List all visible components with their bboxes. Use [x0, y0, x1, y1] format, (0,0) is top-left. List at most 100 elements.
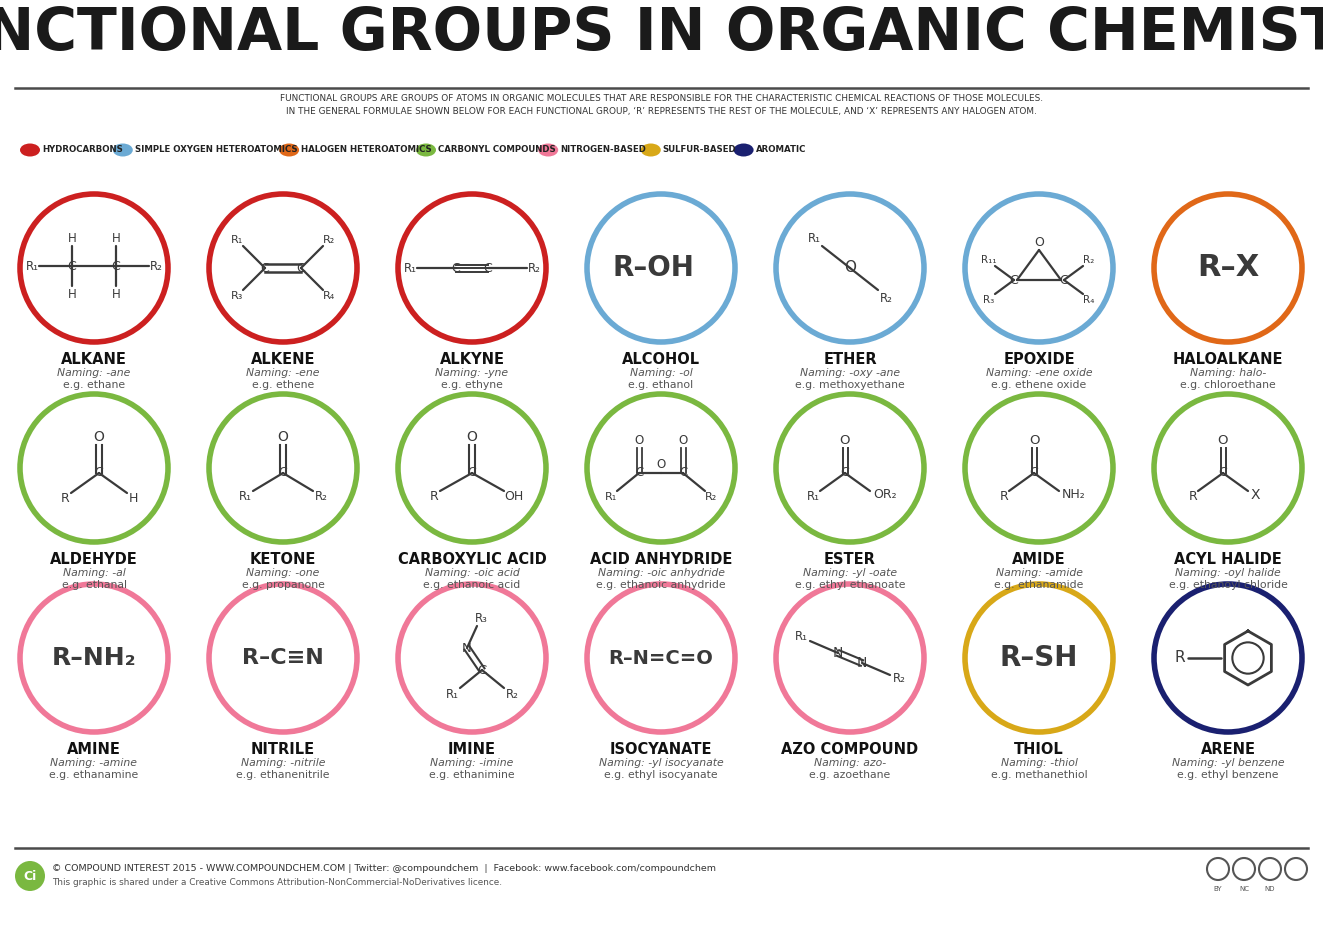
Text: O: O	[844, 261, 856, 276]
Text: C: C	[111, 260, 120, 272]
Text: C: C	[279, 467, 287, 480]
Text: H: H	[128, 493, 138, 506]
Text: R₁: R₁	[404, 262, 417, 275]
Text: ESTER: ESTER	[824, 552, 876, 567]
Text: Naming: -one: Naming: -one	[246, 568, 320, 578]
Text: BY: BY	[1213, 886, 1222, 892]
Text: FUNCTIONAL GROUPS IN ORGANIC CHEMISTRY: FUNCTIONAL GROUPS IN ORGANIC CHEMISTRY	[0, 5, 1323, 62]
Text: O: O	[634, 434, 643, 447]
Text: AROMATIC: AROMATIC	[755, 146, 806, 154]
Text: C: C	[296, 262, 306, 275]
Text: H: H	[111, 232, 120, 244]
Text: NH₂: NH₂	[1062, 488, 1086, 501]
Text: H: H	[111, 287, 120, 300]
Text: N: N	[857, 656, 867, 670]
Text: H: H	[67, 287, 77, 300]
Text: e.g. methoxyethane: e.g. methoxyethane	[795, 380, 905, 390]
Text: ALDEHYDE: ALDEHYDE	[50, 552, 138, 567]
Text: R₁: R₁	[807, 232, 820, 244]
Text: AMIDE: AMIDE	[1012, 552, 1066, 567]
Text: C: C	[635, 467, 643, 480]
Text: Naming: -oyl halide: Naming: -oyl halide	[1175, 568, 1281, 578]
Text: NC: NC	[1240, 886, 1249, 892]
Text: THIOL: THIOL	[1015, 742, 1064, 757]
Text: Naming: -oic acid: Naming: -oic acid	[425, 568, 520, 578]
Text: R₂: R₂	[323, 235, 335, 245]
Text: C: C	[1060, 274, 1069, 286]
Text: e.g. ethane: e.g. ethane	[64, 380, 126, 390]
Text: This graphic is shared under a Creative Commons Attribution-NonCommercial-NoDeri: This graphic is shared under a Creative …	[52, 878, 501, 887]
Text: Naming: -amine: Naming: -amine	[50, 758, 138, 768]
Text: C: C	[261, 262, 270, 275]
Text: e.g. ethanol: e.g. ethanol	[628, 380, 693, 390]
Text: HALOALKANE: HALOALKANE	[1172, 352, 1283, 367]
Ellipse shape	[640, 143, 660, 156]
Text: Naming: -yne: Naming: -yne	[435, 368, 508, 378]
Text: FUNCTIONAL GROUPS ARE GROUPS OF ATOMS IN ORGANIC MOLECULES THAT ARE RESPONSIBLE : FUNCTIONAL GROUPS ARE GROUPS OF ATOMS IN…	[280, 94, 1043, 103]
Text: R₂: R₂	[315, 491, 327, 504]
Text: O: O	[679, 434, 688, 447]
Text: N: N	[462, 641, 472, 654]
Text: Naming: azo-: Naming: azo-	[814, 758, 886, 768]
Text: KETONE: KETONE	[250, 552, 316, 567]
Text: CARBONYL COMPOUNDS: CARBONYL COMPOUNDS	[438, 146, 556, 154]
Text: Naming: halo-: Naming: halo-	[1189, 368, 1266, 378]
Text: R₂: R₂	[149, 260, 163, 272]
Text: NITROGEN-BASED: NITROGEN-BASED	[560, 146, 646, 154]
Text: ALCOHOL: ALCOHOL	[622, 352, 700, 367]
Text: R–NH₂: R–NH₂	[52, 646, 136, 670]
Text: R₁: R₁	[446, 687, 459, 700]
Text: R₂: R₂	[705, 492, 717, 502]
Text: ND: ND	[1265, 886, 1275, 892]
Text: AZO COMPOUND: AZO COMPOUND	[782, 742, 918, 757]
Text: e.g. ethyl ethanoate: e.g. ethyl ethanoate	[795, 580, 905, 590]
Text: e.g. ethanenitrile: e.g. ethanenitrile	[237, 770, 329, 780]
Text: ALKENE: ALKENE	[251, 352, 315, 367]
Ellipse shape	[538, 143, 558, 156]
Text: e.g. ethanimine: e.g. ethanimine	[429, 770, 515, 780]
Text: ARENE: ARENE	[1200, 742, 1256, 757]
Text: R₄: R₄	[1084, 295, 1094, 305]
Text: R–OH: R–OH	[613, 254, 695, 282]
Text: R: R	[1175, 651, 1185, 666]
Text: Naming: -oic anhydride: Naming: -oic anhydride	[598, 568, 725, 578]
Text: SULFUR-BASED: SULFUR-BASED	[663, 146, 737, 154]
Text: Naming: -ene oxide: Naming: -ene oxide	[986, 368, 1093, 378]
Text: IMINE: IMINE	[448, 742, 496, 757]
Text: R₁: R₁	[238, 491, 251, 504]
Text: OR₂: OR₂	[873, 488, 897, 501]
Text: C: C	[840, 467, 849, 480]
Ellipse shape	[733, 143, 754, 156]
Ellipse shape	[112, 143, 132, 156]
Text: e.g. propanone: e.g. propanone	[242, 580, 324, 590]
Text: Naming: -yl -oate: Naming: -yl -oate	[803, 568, 897, 578]
Text: e.g. ethene: e.g. ethene	[251, 380, 314, 390]
Text: e.g. ethyl isocyanate: e.g. ethyl isocyanate	[605, 770, 718, 780]
Text: Naming: -ane: Naming: -ane	[57, 368, 131, 378]
Text: O: O	[1029, 434, 1040, 447]
Text: C: C	[478, 664, 487, 677]
Text: © COMPOUND INTEREST 2015 - WWW.COMPOUNDCHEM.COM | Twitter: @compoundchem  |  Fac: © COMPOUND INTEREST 2015 - WWW.COMPOUNDC…	[52, 864, 716, 873]
Text: C: C	[451, 262, 460, 275]
Text: e.g. ethanoyl chloride: e.g. ethanoyl chloride	[1168, 580, 1287, 590]
Circle shape	[15, 861, 45, 891]
Text: e.g. ethanoic anhydride: e.g. ethanoic anhydride	[597, 580, 726, 590]
Text: SIMPLE OXYGEN HETEROATOMICS: SIMPLE OXYGEN HETEROATOMICS	[135, 146, 298, 154]
Text: ISOCYANATE: ISOCYANATE	[610, 742, 712, 757]
Text: R₁: R₁	[232, 235, 243, 245]
Text: R₂: R₂	[1084, 255, 1094, 265]
Text: R: R	[430, 491, 438, 504]
Text: R₁: R₁	[25, 260, 38, 272]
Text: e.g. ethanamine: e.g. ethanamine	[49, 770, 139, 780]
Text: Ci: Ci	[24, 870, 37, 883]
Text: AMINE: AMINE	[67, 742, 120, 757]
Text: C: C	[95, 467, 103, 480]
Text: O: O	[656, 458, 665, 471]
Text: O: O	[467, 430, 478, 444]
Text: Naming: -ol: Naming: -ol	[630, 368, 692, 378]
Text: Naming: -nitrile: Naming: -nitrile	[241, 758, 325, 768]
Text: e.g. ethanamide: e.g. ethanamide	[995, 580, 1084, 590]
Text: R₂: R₂	[528, 262, 540, 275]
Text: R: R	[1000, 491, 1008, 504]
Ellipse shape	[20, 143, 40, 156]
